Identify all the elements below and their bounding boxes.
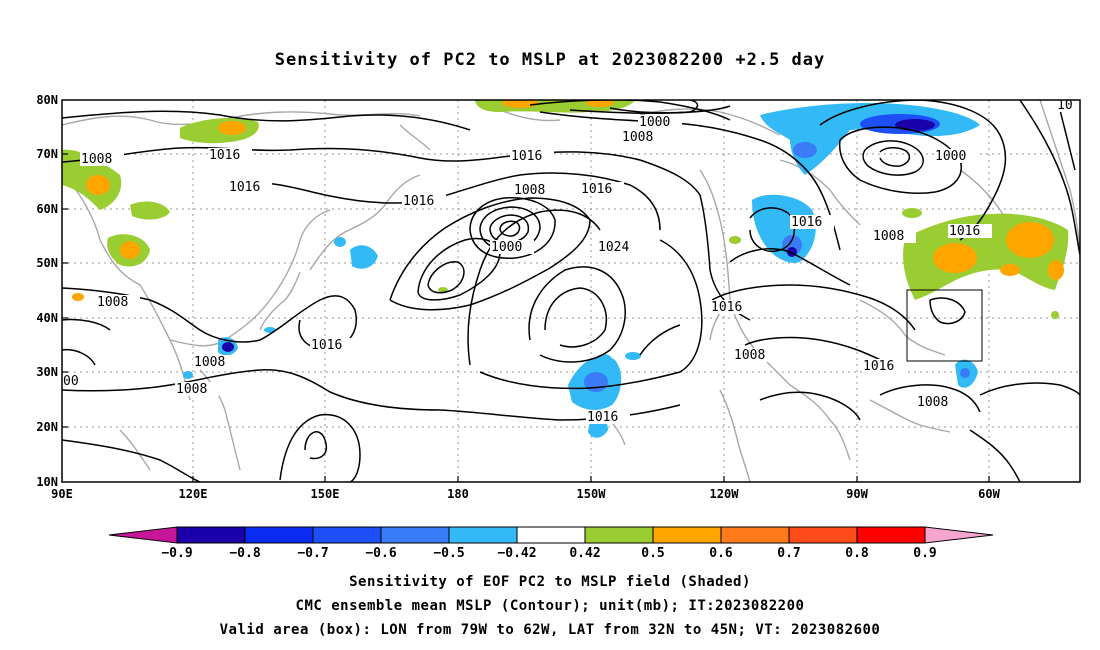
contour-labels: 1008 1016 1016 1016 1016 1000 1008 1016 …: [63, 98, 1073, 425]
map-area: [62, 100, 1080, 482]
colorbar-low-end: [108, 526, 178, 544]
contour-label: 00: [63, 374, 79, 389]
contour-label: 10: [1057, 98, 1073, 113]
colorbar-swatch: [856, 526, 926, 544]
contour-label: 1016: [863, 359, 894, 374]
colorbar-swatch: [720, 526, 790, 544]
latitude-labels: 80N 70N 60N 50N 40N 30N 20N 10N: [36, 93, 58, 489]
caption-line-1: Sensitivity of EOF PC2 to MSLP field (Sh…: [349, 574, 751, 590]
lat-label: 40N: [36, 311, 58, 325]
contour-label: 1000: [639, 115, 670, 130]
colorbar-label: −0.42: [497, 546, 536, 561]
map-title: Sensitivity of PC2 to MSLP at 2023082200…: [274, 50, 826, 70]
colorbar-label: −0.9: [161, 546, 192, 561]
colorbar: −0.9 −0.8 −0.7 −0.6 −0.5 −0.42 0.42 0.5 0.6 0.7 0.…: [108, 526, 994, 561]
contour-label: 1008: [917, 395, 948, 410]
contour-label: 1008: [514, 183, 545, 198]
colorbar-label: 0.5: [641, 546, 664, 561]
colorbar-swatch: [788, 526, 858, 544]
contour-label: 1016: [209, 148, 240, 163]
colorbar-label: 0.8: [845, 546, 869, 561]
colorbar-swatch: [652, 526, 722, 544]
tick-marks: [62, 153, 990, 482]
lon-label: 90E: [51, 487, 73, 501]
contour-label: 1008: [734, 348, 765, 363]
caption-line-2: CMC ensemble mean MSLP (Contour); unit(m…: [295, 598, 805, 614]
contour-label: 1016: [311, 338, 342, 353]
longitude-labels: 90E 120E 150E 180 150W 120W 90W 60W: [51, 487, 1000, 501]
lat-label: 10N: [36, 475, 58, 489]
lat-label: 70N: [36, 147, 58, 161]
lat-label: 20N: [36, 420, 58, 434]
contour-label: 1008: [97, 295, 128, 310]
lon-label: 180: [447, 487, 469, 501]
contour-label: 1008: [81, 152, 112, 167]
lat-label: 30N: [36, 365, 58, 379]
colorbar-swatch: [244, 526, 314, 544]
lon-label: 150W: [577, 487, 607, 501]
contour-label: 1008: [176, 382, 207, 397]
contour-label: 1024: [598, 240, 629, 255]
colorbar-label: −0.5: [433, 546, 464, 561]
map-frame: [61, 99, 1081, 483]
lon-label: 90W: [846, 487, 868, 501]
contour-label: 1016: [229, 180, 260, 195]
contour-label: 1016: [587, 410, 618, 425]
coastlines: [62, 100, 1080, 482]
contour-label: 1016: [403, 194, 434, 209]
contour-label: 1008: [873, 229, 904, 244]
colorbar-swatch: [584, 526, 654, 544]
contour-label: 1016: [511, 149, 542, 164]
colorbar-label: 0.9: [913, 546, 936, 561]
contour-label: 1016: [581, 182, 612, 197]
contour-label: 1016: [791, 215, 822, 230]
colorbar-label: −0.8: [229, 546, 260, 561]
lon-label: 120E: [179, 487, 208, 501]
colorbar-label: −0.7: [297, 546, 328, 561]
contour-label: 1008: [622, 130, 653, 145]
colorbar-swatch: [380, 526, 450, 544]
lat-label: 80N: [36, 93, 58, 107]
colorbar-label: 0.42: [569, 546, 600, 561]
valid-area-box: [906, 289, 983, 362]
lon-label: 150E: [311, 487, 340, 501]
colorbar-label: 0.7: [777, 546, 800, 561]
contour-label: 1016: [711, 300, 742, 315]
lon-label: 60W: [978, 487, 1000, 501]
caption-line-3: Valid area (box): LON from 79W to 62W, L…: [219, 622, 881, 638]
colorbar-swatch: [312, 526, 382, 544]
colorbar-label: −0.6: [365, 546, 396, 561]
contour-label: 1016: [949, 224, 980, 239]
contour-label: 1000: [491, 240, 522, 255]
lat-label: 60N: [36, 202, 58, 216]
colorbar-label: 0.6: [709, 546, 733, 561]
lat-label: 50N: [36, 256, 58, 270]
sensitivity-shading: [62, 100, 1069, 438]
colorbar-swatch: [516, 526, 586, 544]
mslp-contours: [62, 100, 1080, 482]
contour-label: 1008: [194, 355, 225, 370]
contour-label: 1000: [935, 149, 966, 164]
lon-label: 120W: [710, 487, 740, 501]
colorbar-high-end: [924, 526, 994, 544]
colorbar-swatch: [448, 526, 518, 544]
colorbar-swatch: [176, 526, 246, 544]
